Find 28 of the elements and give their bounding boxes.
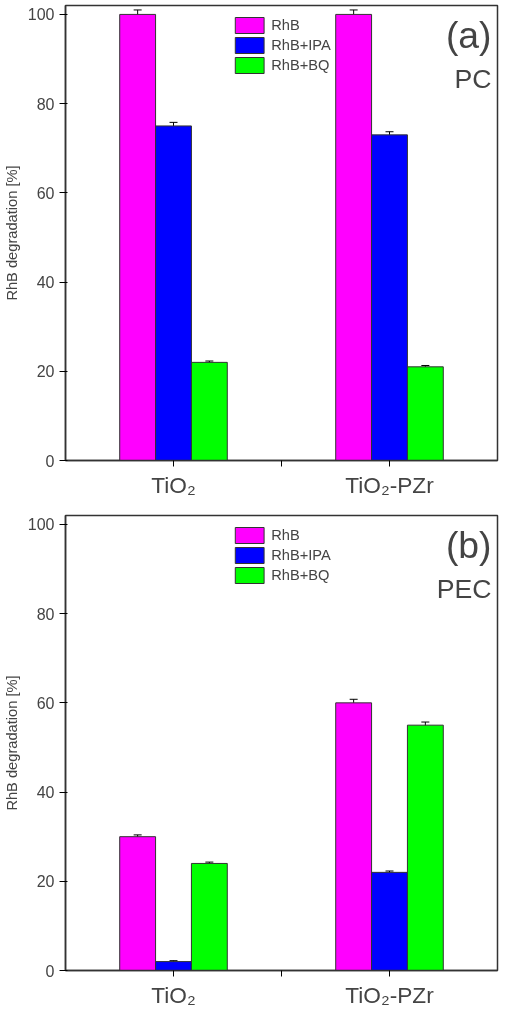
y-tick-label: 0 bbox=[45, 452, 55, 470]
annotation: PC bbox=[454, 63, 492, 94]
y-tick-label: 100 bbox=[27, 6, 55, 24]
y-axis-title: RhB degradation [%] bbox=[3, 675, 20, 811]
y-tick-label: 40 bbox=[36, 274, 55, 292]
y-tick-label: 80 bbox=[36, 605, 55, 623]
x-tick-label: TiO₂-PZr bbox=[345, 471, 435, 498]
x-tick-label: TiO₂ bbox=[151, 471, 196, 498]
x-tick-label: TiO₂ bbox=[151, 981, 196, 1008]
legend-label: RhB+IPA bbox=[271, 546, 331, 565]
annotation: PEC bbox=[436, 573, 492, 604]
y-tick-label: 20 bbox=[36, 363, 55, 381]
x-tick-label: TiO₂-PZr bbox=[345, 981, 435, 1008]
legend-label: RhB+BQ bbox=[271, 56, 330, 75]
y-tick-label: 100 bbox=[27, 516, 55, 534]
legend-label: RhB+IPA bbox=[271, 36, 331, 55]
legend-label: RhB+BQ bbox=[271, 566, 330, 585]
y-tick-label: 60 bbox=[36, 694, 55, 712]
y-tick-label: 80 bbox=[36, 95, 55, 113]
y-tick-label: 0 bbox=[45, 962, 55, 980]
y-tick-label: 40 bbox=[36, 784, 55, 802]
annotation: (a) bbox=[445, 13, 492, 56]
legend-label: RhB bbox=[271, 16, 300, 35]
annotation: (b) bbox=[445, 523, 492, 566]
y-tick-label: 60 bbox=[36, 184, 55, 202]
legend-label: RhB bbox=[271, 526, 300, 545]
y-axis-title: RhB degradation [%] bbox=[3, 165, 20, 301]
y-tick-label: 20 bbox=[36, 873, 55, 891]
